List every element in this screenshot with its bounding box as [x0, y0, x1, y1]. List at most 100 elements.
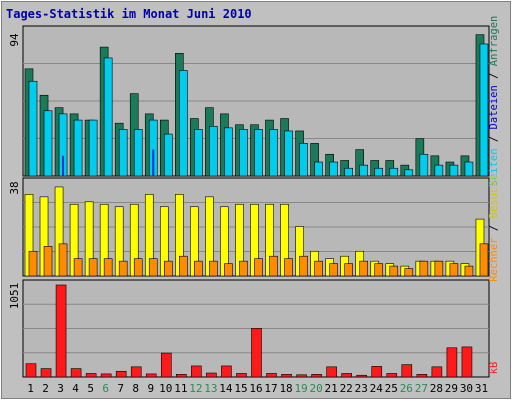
bar-rechner-2 — [43, 246, 53, 277]
bar-files-17 — [269, 129, 278, 177]
x-tick-label-1: 1 — [27, 382, 34, 395]
bar-files-11 — [179, 70, 188, 177]
bar-kb-27 — [416, 374, 428, 378]
x-tick-label-13: 13 — [204, 382, 217, 395]
bar-kb-8 — [130, 366, 142, 378]
bar-kb-7 — [115, 370, 127, 378]
bar-kb-15 — [236, 373, 247, 378]
bar-kb-18 — [281, 374, 292, 378]
bar-rechner-27 — [419, 260, 429, 277]
bar-rechner-22 — [344, 263, 353, 277]
bar-rechner-11 — [179, 255, 188, 277]
bar-kb-21 — [326, 366, 337, 378]
bar-files-12 — [194, 129, 203, 177]
bar-kb-2 — [40, 368, 52, 378]
bar-kb-16 — [251, 328, 262, 378]
bar-rechner-1 — [28, 250, 38, 277]
bar-rechner-16 — [254, 258, 263, 277]
x-tick-label-3: 3 — [57, 382, 64, 395]
bar-rechner-19 — [299, 255, 308, 277]
bar-kb-13 — [206, 372, 217, 378]
bar-kb-19 — [296, 374, 307, 378]
bar-files-20 — [314, 161, 323, 177]
bar-files-25 — [389, 167, 399, 177]
x-tick-label-20: 20 — [310, 382, 323, 395]
x-tick-label-23: 23 — [355, 382, 368, 395]
y-max-label-middle: 38 — [8, 181, 21, 194]
legend-kb-label: kB — [488, 362, 500, 375]
bar-kb-25 — [386, 373, 398, 378]
bar-rechner-6 — [103, 258, 113, 277]
x-tick-label-24: 24 — [370, 382, 384, 395]
bar-rechner-8 — [133, 258, 143, 277]
x-tick-label-16: 16 — [249, 382, 262, 395]
bar-kb-22 — [341, 373, 352, 378]
x-tick-label-29: 29 — [445, 382, 458, 395]
bar-kb-12 — [191, 365, 202, 378]
bar-files-10 — [163, 133, 173, 177]
bar-rechner-5 — [88, 258, 98, 277]
y-max-label-top: 94 — [8, 33, 21, 47]
x-tick-label-26: 26 — [400, 382, 413, 395]
x-tick-label-8: 8 — [132, 382, 139, 395]
bar-rechner-10 — [163, 260, 173, 277]
bar-rechner-12 — [194, 260, 203, 277]
bar-kb-9 — [145, 373, 157, 378]
x-tick-label-25: 25 — [385, 382, 398, 395]
x-tick-label-10: 10 — [159, 382, 172, 395]
bar-files-23 — [359, 164, 369, 177]
bar-files-5 — [88, 119, 98, 177]
bar-rechner-25 — [389, 265, 399, 277]
bar-rechner-29 — [449, 263, 459, 277]
bar-kb-1 — [25, 363, 37, 378]
bar-files-16 — [254, 129, 263, 177]
bar-files-24 — [374, 167, 384, 177]
x-tick-label-17: 17 — [264, 382, 277, 395]
bar-rechner-20 — [314, 260, 323, 277]
bar-rechner-26 — [404, 268, 414, 277]
bar-kb-10 — [160, 352, 172, 378]
bar-files-14 — [224, 127, 233, 177]
bar-files-27 — [419, 153, 429, 177]
bar-files-6 — [103, 57, 113, 177]
bar-files-4 — [73, 119, 83, 177]
bar-files-7 — [118, 129, 128, 177]
bar-files-2 — [43, 110, 53, 177]
bar-sites-9 — [152, 149, 155, 176]
bar-rechner-4 — [73, 258, 83, 277]
bar-kb-28 — [431, 366, 443, 378]
bar-rechner-13 — [209, 260, 218, 277]
y-max-label-bottom: 1051 — [8, 283, 21, 310]
bar-kb-24 — [371, 366, 383, 378]
x-tick-label-30: 30 — [460, 382, 473, 395]
bar-files-19 — [299, 143, 308, 177]
bar-rechner-15 — [239, 260, 248, 277]
legend-middle-panel: Rechner / Besuche — [488, 174, 500, 282]
bar-rechner-28 — [434, 260, 444, 277]
bar-rechner-7 — [118, 260, 128, 277]
bar-files-28 — [434, 164, 444, 177]
bar-files-22 — [344, 167, 353, 177]
bar-rechner-17 — [269, 255, 278, 277]
bar-rechner-9 — [148, 258, 158, 277]
bar-files-29 — [449, 164, 459, 177]
bar-files-26 — [404, 169, 414, 177]
bar-files-13 — [209, 125, 218, 177]
x-tick-label-12: 12 — [189, 382, 202, 395]
x-tick-label-9: 9 — [147, 382, 154, 395]
bar-rechner-18 — [284, 258, 293, 277]
x-tick-label-15: 15 — [234, 382, 247, 395]
bar-rechner-31 — [479, 243, 489, 277]
bar-kb-29 — [446, 347, 458, 378]
x-tick-label-11: 11 — [174, 382, 187, 395]
bar-sites-3 — [62, 155, 65, 176]
bar-kb-23 — [356, 374, 368, 378]
bar-rechner-30 — [464, 265, 474, 277]
bar-rechner-24 — [374, 263, 384, 277]
bar-kb-17 — [266, 373, 277, 378]
chart-title: Tages-Statistik im Monat Juni 2010 — [6, 7, 252, 21]
bar-files-21 — [329, 161, 338, 177]
